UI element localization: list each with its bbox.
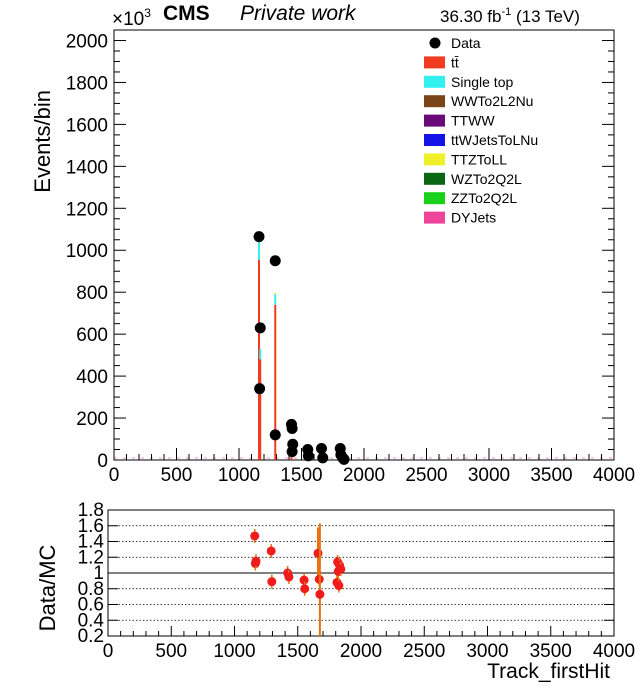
data-point <box>338 453 350 465</box>
ratio-x-tick-label: 1000 <box>213 641 255 662</box>
ratio-x-tick-label: 3000 <box>466 641 508 662</box>
y-tick-label: 400 <box>76 367 108 388</box>
legend: Data tt̄ Single top WWTo2L2Nu TTWW ttWJetsToL… <box>424 35 538 226</box>
ratio-point <box>313 548 323 558</box>
ratio-y-tick-label: 0.4 <box>78 610 105 631</box>
ratio-y-axis-title: Data/MC <box>35 544 60 631</box>
x-tick-label: 1500 <box>280 465 322 486</box>
data-point <box>286 446 298 458</box>
x-tick-label: 4000 <box>593 465 635 486</box>
ratio-point <box>299 575 309 585</box>
data-point <box>302 450 314 462</box>
x-tick-label: 2000 <box>343 465 385 486</box>
ratio-point <box>284 572 294 582</box>
mc-bar-segment <box>274 304 277 460</box>
legend-swatch <box>424 95 445 108</box>
legend-marker-data <box>429 37 441 49</box>
y-tick-label: 1000 <box>66 241 108 262</box>
y-axis-title: Events/bin <box>30 90 55 193</box>
legend-label: TTZToLL <box>451 151 507 167</box>
legend-label: ZZTo2Q2L <box>451 190 517 206</box>
mc-bar-segment <box>259 359 262 460</box>
ratio-y-tick-label: 1.4 <box>78 532 105 553</box>
legend-swatch <box>424 134 445 146</box>
x-axis-title: Track_firstHit <box>487 660 610 683</box>
main-frame <box>113 29 615 461</box>
data-point <box>316 442 327 454</box>
ratio-point <box>251 556 261 566</box>
luminosity-label: 36.30 fb-1 (13 TeV) <box>440 6 580 26</box>
mc-bar-segment <box>274 294 277 305</box>
ratio-y-tick-label: 1.6 <box>78 516 104 537</box>
legend-swatch <box>424 172 445 185</box>
data-point <box>253 231 265 243</box>
y-tick-label: 1600 <box>66 115 108 136</box>
legend-label: WWTo2L2Nu <box>451 93 533 109</box>
ratio-x-tick-label: 2000 <box>340 641 382 662</box>
data-point <box>254 322 266 334</box>
legend-swatch <box>424 56 445 69</box>
legend-label: Single top <box>451 74 513 90</box>
legend-label: DYJets <box>451 210 496 226</box>
exponent-label: ×103 <box>112 6 151 30</box>
legend-label: WZTo2Q2L <box>451 171 522 187</box>
data-point <box>269 429 281 441</box>
legend-swatch <box>424 211 445 224</box>
cms-label: CMS <box>163 2 210 25</box>
ratio-point <box>334 581 344 591</box>
ratio-y-tick-label: 1 <box>93 563 104 584</box>
ratio-x-tick-label: 3500 <box>530 641 572 662</box>
y-tick-label: 200 <box>76 409 108 430</box>
x-tick-label: 1000 <box>218 465 260 486</box>
data-point <box>254 383 266 395</box>
y-tick-label: 1200 <box>66 199 108 220</box>
main-panel: 0 200 400 600 800 1000 1200 1400 1600 1800 2000 0 50… <box>66 29 635 486</box>
y-tick-label: 800 <box>76 283 108 304</box>
legend-label: TTWW <box>451 113 495 129</box>
ratio-y-tick-label: 1.2 <box>78 547 104 568</box>
ratio-x-tick-label: 0 <box>103 641 114 662</box>
y-tick-label: 600 <box>76 325 108 346</box>
mc-bar-segment <box>258 238 260 260</box>
y-tick-label: 1400 <box>66 157 108 178</box>
data-point <box>286 423 298 435</box>
mc-bar-segment <box>274 293 277 295</box>
legend-swatch <box>424 153 445 166</box>
ratio-point <box>300 584 310 594</box>
x-tick-label: 3000 <box>468 465 510 486</box>
ratio-x-tick-label: 4000 <box>593 641 635 662</box>
legend-swatch <box>424 192 445 205</box>
data-point <box>317 452 329 464</box>
y-tick-label: 1800 <box>66 73 108 94</box>
x-tick-label: 0 <box>109 465 120 486</box>
ratio-y-tick-label: 0.2 <box>78 626 104 647</box>
private-work-label: Private work <box>240 2 357 25</box>
y-tick-label: 2000 <box>66 31 108 52</box>
ratio-y-tick-label: 0.6 <box>78 595 104 616</box>
ratio-x-tick-label: 500 <box>155 641 187 662</box>
legend-label: ttWJetsToLNu <box>451 132 538 148</box>
ratio-x-tick-label: 1500 <box>277 641 319 662</box>
data-point <box>269 255 281 267</box>
ratio-point <box>315 589 325 599</box>
ratio-point <box>250 531 260 541</box>
ratio-x-tick-label: 2500 <box>403 641 445 662</box>
ratio-y-tick-label: 1.8 <box>78 500 104 521</box>
y-tick-label: 0 <box>97 451 108 472</box>
x-tick-label: 3500 <box>530 465 572 486</box>
legend-swatch <box>424 114 445 127</box>
mc-bar-segment <box>258 259 260 460</box>
ratio-point <box>266 546 276 556</box>
ratio-y-tick-label: 0.8 <box>78 579 104 600</box>
legend-label: Data <box>451 35 481 51</box>
mc-bar-segment <box>259 348 262 360</box>
x-tick-label: 2500 <box>405 465 447 486</box>
x-tick-label: 500 <box>161 465 193 486</box>
ratio-point <box>336 564 346 574</box>
ratio-panel: 0.20.40.60.811.21.41.61.8 0 500 1000 1500 200… <box>78 500 636 662</box>
legend-label: tt̄ <box>451 54 459 70</box>
ratio-point <box>267 577 277 587</box>
legend-swatch <box>424 75 445 88</box>
